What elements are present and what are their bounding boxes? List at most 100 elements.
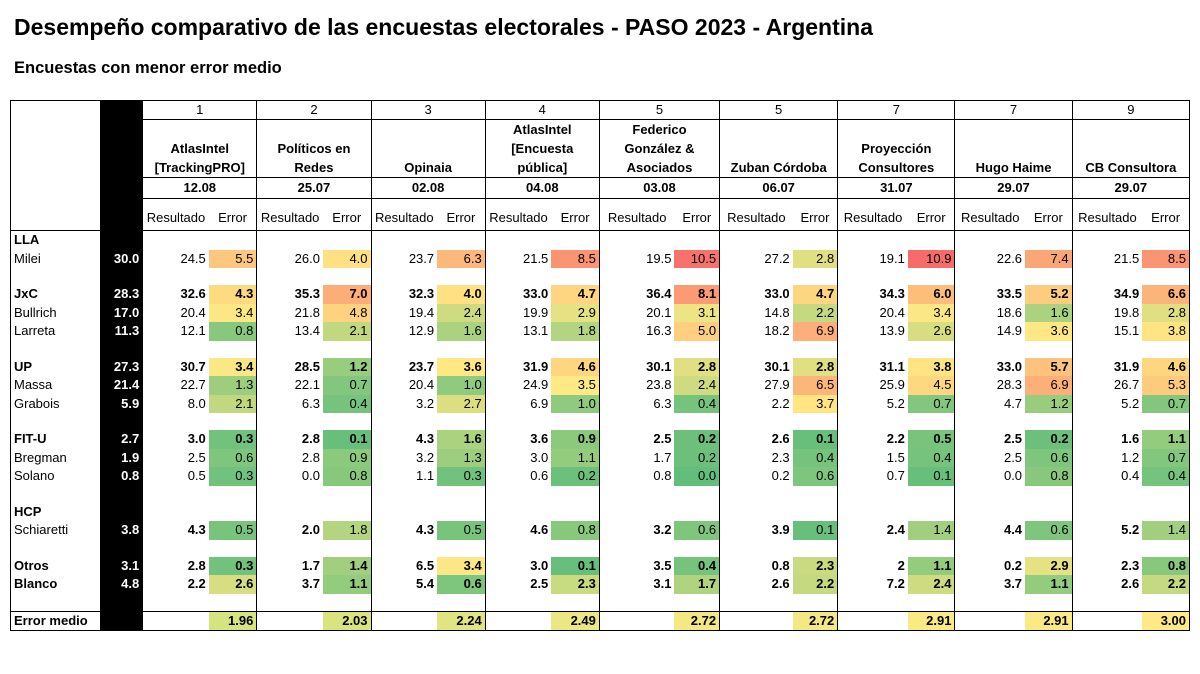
poll-result: 25.9 <box>837 376 908 395</box>
poll-error: 4.6 <box>551 357 600 376</box>
poll-error: 0.5 <box>437 521 486 540</box>
poll-result: 18.6 <box>954 303 1026 322</box>
error-cell <box>792 413 839 430</box>
result-cell <box>256 340 323 358</box>
poll-result: 5.2 <box>1071 521 1143 540</box>
error-cell <box>674 539 721 557</box>
poll-result: 33.5 <box>954 285 1026 304</box>
poll-error: 3.4 <box>208 303 258 322</box>
result-cell <box>370 230 438 250</box>
result-cell <box>837 539 908 557</box>
actual-result: 0.8 <box>99 467 143 486</box>
error-cell <box>907 593 956 611</box>
poll-result: 4.7 <box>954 394 1026 413</box>
poll-error: 1.1 <box>907 556 956 575</box>
error-cell <box>1142 268 1191 285</box>
poll-result: 24.5 <box>142 249 209 268</box>
poll-error: 2.8 <box>674 357 721 376</box>
poll-result: 3.0 <box>484 448 552 467</box>
poll-error: 1.8 <box>551 322 600 341</box>
error-cell <box>208 340 258 358</box>
result-cell <box>256 230 323 250</box>
label-cell <box>11 413 100 430</box>
actual-cell <box>99 340 143 358</box>
result-cell <box>719 539 793 557</box>
error-header: Error <box>1025 198 1073 231</box>
actual-result: 17.0 <box>99 303 143 322</box>
header-date-row: 12.08 25.07 02.08 04.08 03.08 06.07 31.07 29.07… <box>11 177 1191 199</box>
poll-error: 6.3 <box>437 249 486 268</box>
error-cell <box>551 340 600 358</box>
actual-result: 11.3 <box>99 322 143 341</box>
data-row: Bregman 1.9 2.5 0.6 2.8 0.9 3.2 1.3 3.0 1.1 1.7 0.2… <box>11 448 1191 467</box>
error-medio-value: 2.03 <box>322 610 372 631</box>
poll-result: 28.3 <box>954 376 1026 395</box>
poll-error: 4.7 <box>551 285 600 304</box>
result-cell <box>142 610 209 631</box>
error-header: Error <box>1142 198 1191 231</box>
result-cell <box>142 268 209 285</box>
poll-result: 26.7 <box>1071 376 1143 395</box>
poll-result: 13.9 <box>837 322 908 341</box>
candidate-label: Blanco <box>14 576 58 592</box>
error-cell <box>1025 413 1073 430</box>
poll-result: 2.2 <box>142 575 209 594</box>
poll-result: 1.7 <box>598 448 675 467</box>
result-cell <box>837 610 908 631</box>
group-label: LLA <box>14 232 40 248</box>
error-medio-value: 1.96 <box>208 610 258 631</box>
poll-result: 0.4 <box>1071 467 1143 486</box>
poll-error: 0.7 <box>1142 448 1191 467</box>
result-cell <box>142 413 209 430</box>
result-cell <box>954 485 1026 503</box>
error-cell <box>1142 413 1191 430</box>
error-cell <box>674 268 721 285</box>
poll-result: 6.9 <box>484 394 552 413</box>
poll-result: 2.8 <box>142 556 209 575</box>
actual-cell <box>99 593 143 611</box>
error-cell <box>1025 593 1073 611</box>
poll-error: 7.4 <box>1025 249 1073 268</box>
resultado-header: Resultado <box>1071 198 1143 231</box>
poll-error: 0.3 <box>208 430 258 449</box>
error-cell <box>792 539 839 557</box>
poll-error: 4.7 <box>792 285 839 304</box>
poll-error: 0.3 <box>437 467 486 486</box>
error-cell <box>907 485 956 503</box>
label-cell <box>11 594 100 612</box>
result-cell <box>837 593 908 611</box>
result-cell <box>719 268 793 285</box>
poll-result: 3.7 <box>256 575 323 594</box>
pollster-rank: 7 <box>837 100 956 120</box>
poll-error: 4.0 <box>322 249 372 268</box>
error-cell <box>1142 502 1191 521</box>
label-cell <box>11 341 100 358</box>
error-cell <box>1142 340 1191 358</box>
error-cell <box>322 502 372 521</box>
error-medio-value: 3.00 <box>1142 610 1191 631</box>
poll-error: 2.3 <box>551 575 600 594</box>
poll-error: 1.3 <box>437 448 486 467</box>
poll-error: 0.0 <box>674 467 721 486</box>
error-cell <box>437 485 486 503</box>
result-cell <box>719 593 793 611</box>
error-header: Error <box>792 198 839 231</box>
error-cell <box>322 593 372 611</box>
result-cell <box>142 230 209 250</box>
poll-result: 1.2 <box>1071 448 1143 467</box>
result-cell <box>1071 413 1143 430</box>
poll-result: 4.6 <box>484 521 552 540</box>
poll-result: 26.0 <box>256 249 323 268</box>
poll-error: 10.5 <box>674 249 721 268</box>
poll-error: 1.1 <box>322 575 372 594</box>
poll-result: 1.6 <box>1071 430 1143 449</box>
poll-error: 1.6 <box>437 322 486 341</box>
poll-result: 2.6 <box>719 575 793 594</box>
label-cell <box>11 486 100 503</box>
poll-error: 10.9 <box>907 249 956 268</box>
page-subtitle: Encuestas con menor error medio <box>14 59 282 77</box>
candidate-label: Milei <box>14 250 41 266</box>
error-header: Error <box>437 198 486 231</box>
poll-result: 20.4 <box>142 303 209 322</box>
error-cell <box>208 413 258 430</box>
